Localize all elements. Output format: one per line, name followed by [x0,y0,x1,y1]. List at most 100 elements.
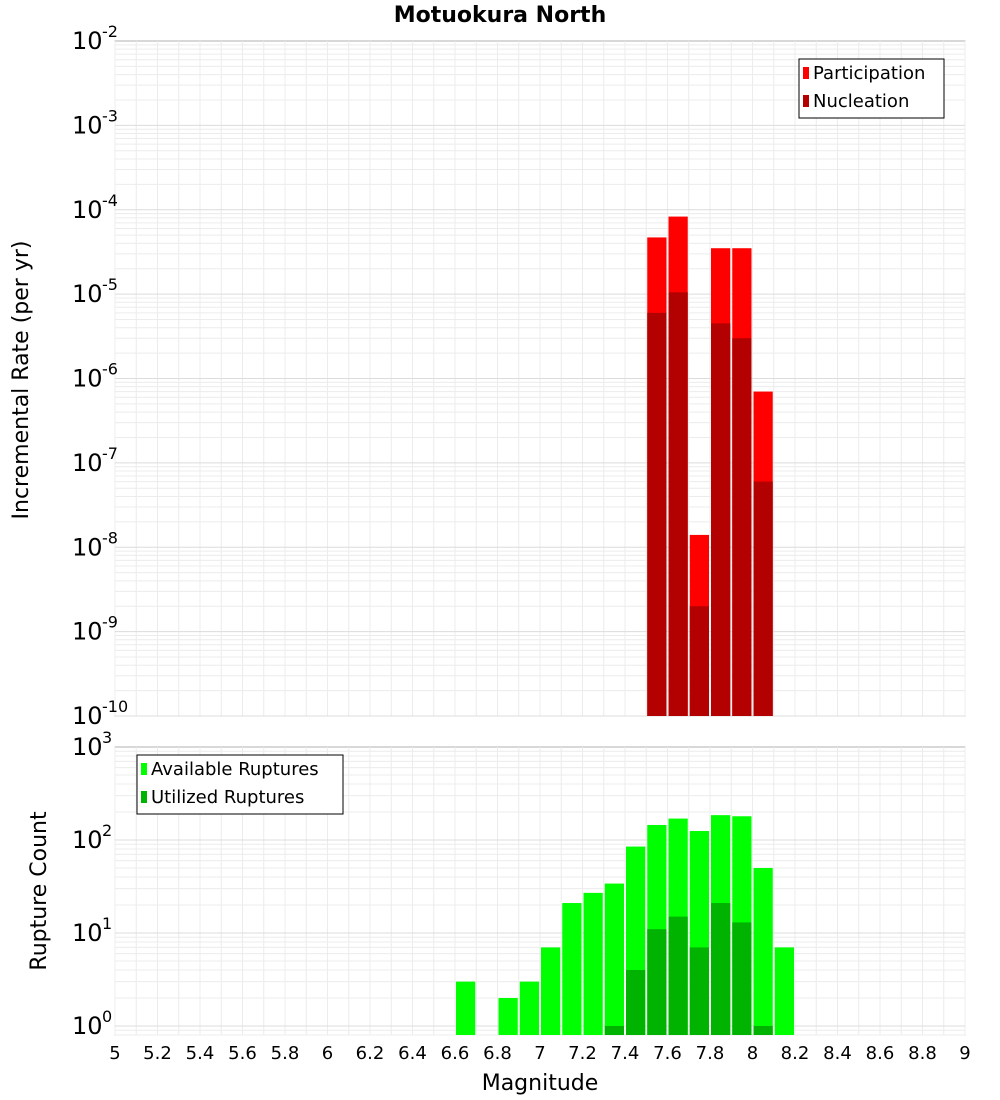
nucleation-bar [647,312,667,716]
x-tick-label: 5 [109,1043,120,1064]
available-ruptures-bar [753,867,773,1035]
y-tick-exponent: 1 [102,914,112,933]
y-tick-exponent: -3 [102,106,118,125]
x-tick-label: 5.2 [143,1043,172,1064]
y-tick-label: 10 -6 [72,360,118,393]
legend-box [136,754,344,815]
utilized-ruptures-bar [753,1025,773,1035]
y-tick-exponent: 3 [102,728,112,747]
count-y-axis-label: Rupture Count [27,811,52,971]
x-axis-ticks: 5 5.2 5.4 5.6 5.8 6 6.2 6.4 6.6 6.8 7 7.2 7.4 7.6 7.8 8… [109,1043,970,1064]
y-tick-base: 10 [72,196,103,224]
y-tick-label: 10 3 [72,728,112,761]
y-tick-label: 10 -4 [72,191,118,224]
rate-bars [647,216,773,717]
legend-box [798,58,945,119]
legend-swatch [141,791,147,803]
y-tick-exponent: -4 [102,191,118,210]
x-tick-label: 8.6 [866,1043,895,1064]
y-tick-base: 10 [72,919,103,947]
utilized-ruptures-bar [626,969,646,1035]
y-tick-base: 10 [72,111,103,139]
y-tick-exponent: 2 [102,821,112,840]
x-tick-label: 6 [322,1043,333,1064]
y-tick-base: 10 [72,533,103,561]
legend-label: Participation [813,63,925,84]
x-tick-label: 7.2 [568,1043,597,1064]
available-ruptures-bar [498,997,518,1035]
y-tick-label: 10 0 [72,1007,112,1040]
available-ruptures-bar [541,947,561,1035]
y-tick-exponent: -10 [102,697,128,716]
x-tick-label: 5.8 [271,1043,300,1064]
chart-title: Motuokura North [394,3,607,28]
y-tick-exponent: -8 [102,528,118,547]
available-ruptures-bar [456,981,476,1035]
y-tick-label: 10 -3 [72,106,118,139]
legend-label: Utilized Ruptures [151,787,304,808]
nucleation-bar [668,292,688,716]
x-tick-label: 6.6 [441,1043,470,1064]
utilized-ruptures-bar [732,922,752,1035]
x-tick-label: 8.2 [781,1043,810,1064]
y-tick-label: 10 2 [72,821,112,854]
x-tick-label: 8 [747,1043,758,1064]
x-tick-label: 7.6 [653,1043,682,1064]
available-ruptures-bar [583,892,603,1035]
y-tick-base: 10 [72,826,103,854]
nucleation-bar [711,323,731,716]
utilized-ruptures-bar [604,1025,624,1035]
nucleation-bar [732,338,752,716]
y-tick-label: 10 -5 [72,275,118,308]
x-tick-label: 8.4 [823,1043,852,1064]
x-tick-label: 6.8 [483,1043,512,1064]
x-tick-label: 8.8 [908,1043,937,1064]
available-ruptures-bar [774,947,794,1035]
y-tick-exponent: -2 [102,22,118,41]
nucleation-bar [753,481,773,716]
rate-gridlines [114,41,966,717]
x-tick-label: 7 [534,1043,545,1064]
y-tick-base: 10 [72,702,103,730]
utilized-ruptures-bar [711,903,731,1035]
y-tick-label: 10 -7 [72,444,118,477]
available-ruptures-bar [604,883,624,1035]
utilized-ruptures-bar [668,916,688,1035]
legend-label: Nucleation [813,91,909,112]
y-tick-base: 10 [72,618,103,646]
y-tick-exponent: -5 [102,275,118,294]
legend-swatch [803,67,809,79]
y-tick-label: 10 -2 [72,22,118,55]
x-tick-label: 6.2 [356,1043,385,1064]
legend-swatch [141,763,147,775]
y-tick-label: 10 -9 [72,613,118,646]
y-tick-base: 10 [72,1012,103,1040]
x-tick-label: 7.4 [611,1043,640,1064]
x-tick-label: 5.4 [186,1043,215,1064]
legend-swatch [803,95,809,107]
y-tick-exponent: -6 [102,360,118,379]
y-tick-base: 10 [72,365,103,393]
utilized-ruptures-bar [689,947,709,1035]
y-tick-label: 10 1 [72,914,112,947]
y-tick-base: 10 [72,27,103,55]
y-tick-base: 10 [72,280,103,308]
y-tick-base: 10 [72,449,103,477]
count-legend: Available Ruptures Utilized Ruptures [136,754,344,815]
count-bars [456,815,794,1035]
rate-y-axis-label: Incremental Rate (per yr) [9,241,34,520]
y-tick-label: 10 -8 [72,528,118,561]
y-tick-label: 10 -10 [72,697,128,730]
nucleation-bar [689,606,709,716]
legend-label: Available Ruptures [151,759,319,780]
available-ruptures-bar [562,903,582,1035]
y-tick-exponent: -7 [102,444,118,463]
y-tick-base: 10 [72,733,103,761]
available-ruptures-bar [519,981,539,1035]
x-tick-label: 5.6 [228,1043,257,1064]
